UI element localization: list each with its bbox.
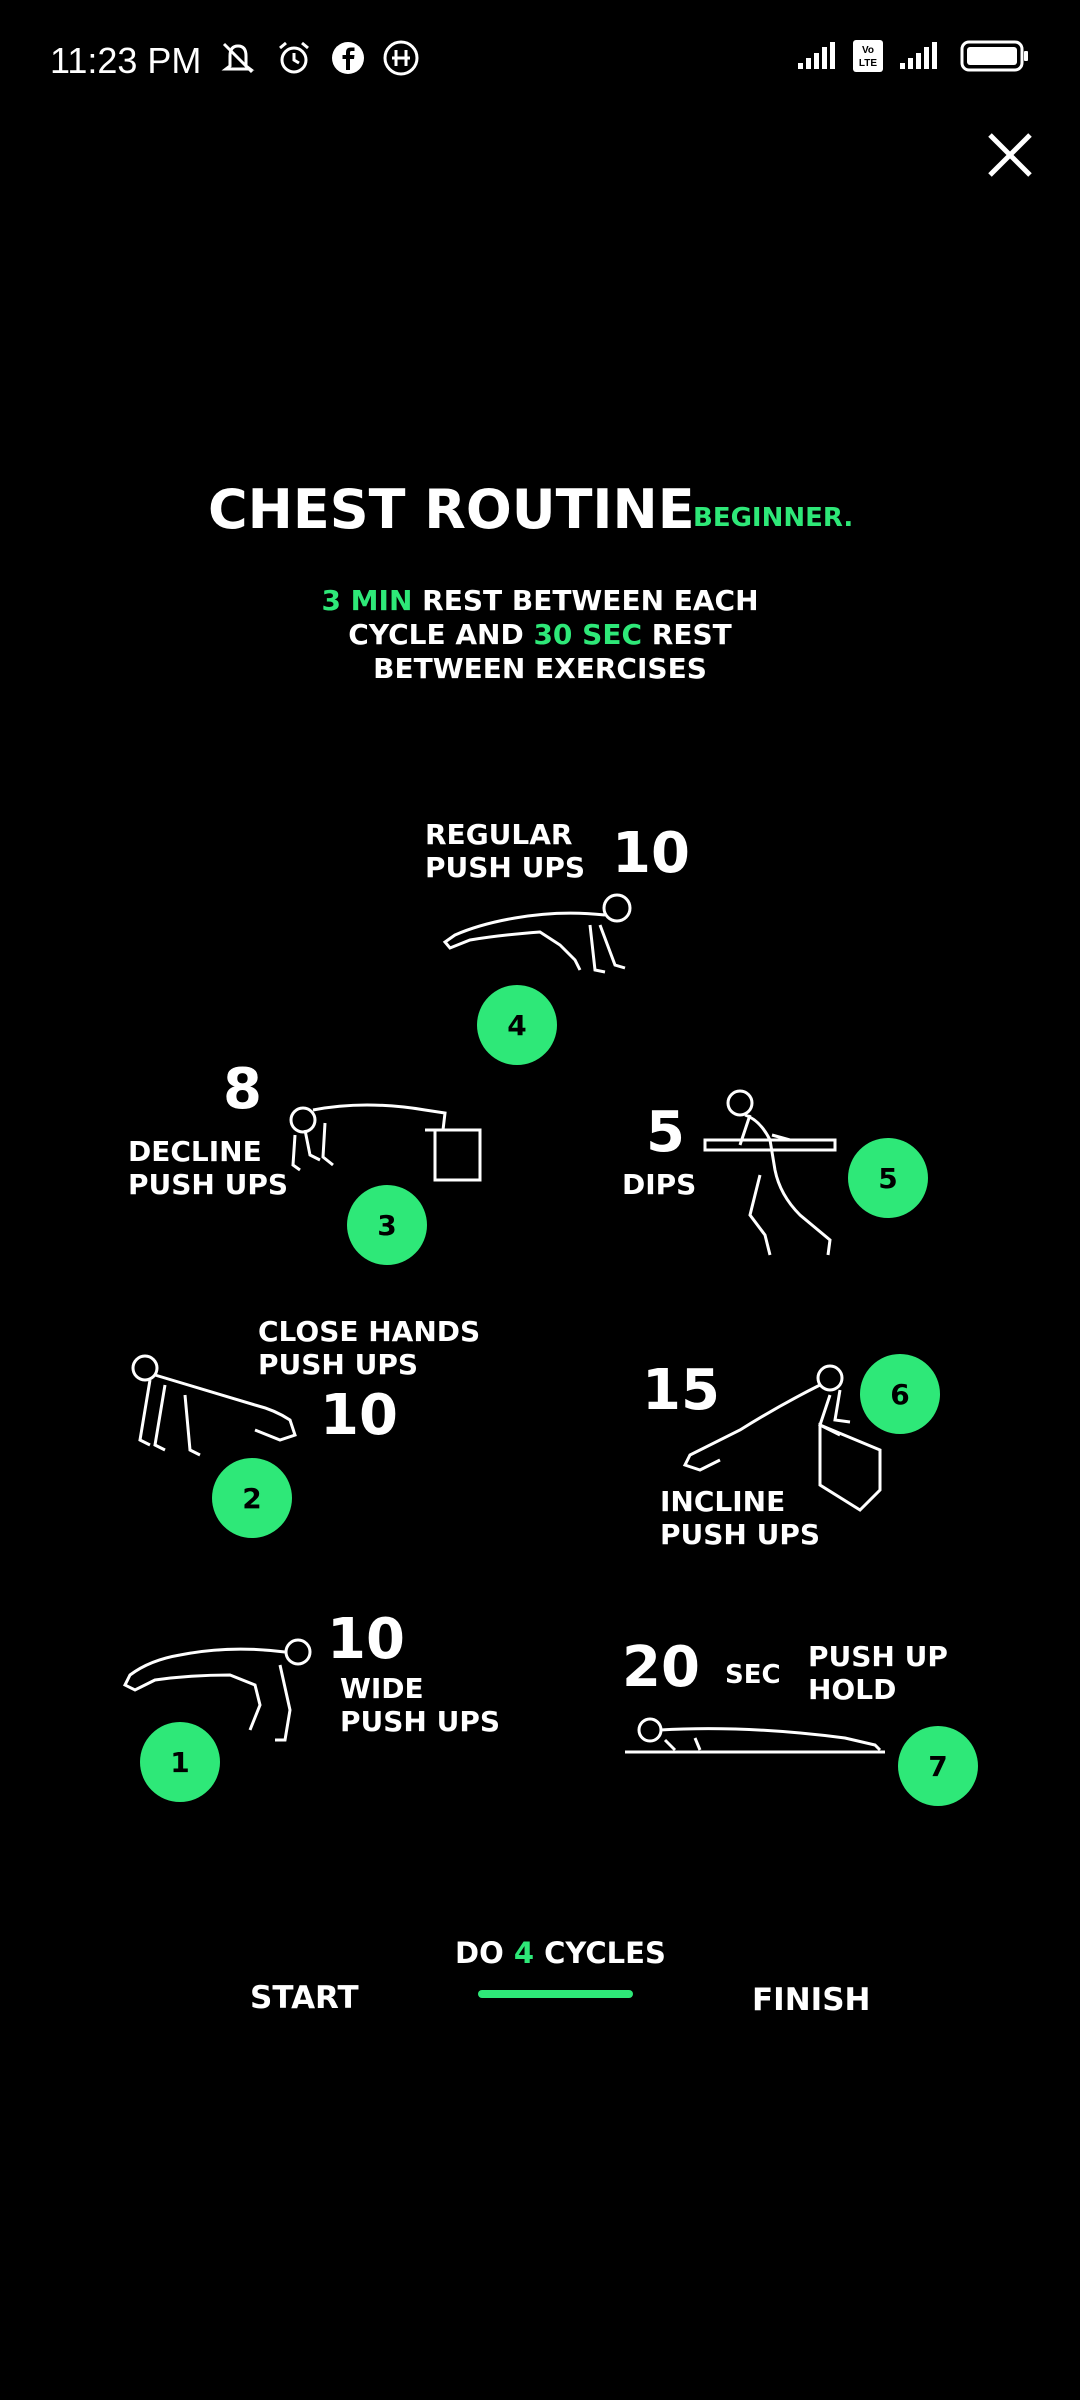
step-badge-6: 6 bbox=[860, 1354, 940, 1434]
progress-bar bbox=[478, 1990, 633, 1998]
exercise-5-name: DIPS bbox=[622, 1168, 697, 1201]
volte-icon: Vo LTE bbox=[853, 40, 883, 72]
facebook-icon bbox=[332, 42, 364, 74]
difficulty-label: BEGINNER. bbox=[693, 503, 854, 533]
rest-line3: BETWEEN EXERCISES bbox=[373, 652, 707, 685]
rest-sec-value: 30 SEC bbox=[533, 618, 643, 651]
exercise-3-name: DECLINE PUSH UPS bbox=[128, 1135, 289, 1201]
pushup-hold-figure bbox=[625, 1717, 885, 1754]
rest-line2-end: REST bbox=[651, 618, 732, 651]
routine-title: CHEST ROUTINE bbox=[208, 478, 695, 541]
exercise-7-unit: SEC bbox=[725, 1660, 781, 1690]
rest-line2-start: CYCLE AND bbox=[348, 618, 524, 651]
start-label: START bbox=[250, 1980, 359, 2016]
dips-figure bbox=[703, 1089, 837, 1256]
exercise-4-reps: 10 bbox=[612, 821, 690, 886]
exercise-6-reps: 15 bbox=[642, 1358, 720, 1423]
step-badge-3: 3 bbox=[347, 1185, 427, 1265]
finish-label: FINISH bbox=[752, 1982, 871, 2018]
incline-pushup-figure bbox=[682, 1364, 882, 1512]
battery-icon bbox=[960, 40, 1028, 72]
alarm-icon bbox=[279, 41, 309, 74]
hike-icon bbox=[383, 40, 419, 76]
svg-text:LTE: LTE bbox=[859, 58, 877, 69]
close-hands-pushup-figure bbox=[131, 1354, 297, 1457]
exercise-1-reps: 10 bbox=[327, 1607, 405, 1672]
exercise-7-name: PUSH UP HOLD bbox=[808, 1640, 948, 1706]
exercise-4-name: REGULAR PUSH UPS bbox=[425, 818, 586, 884]
decline-pushup-figure bbox=[289, 1103, 482, 1182]
exercise-3-reps: 8 bbox=[223, 1057, 262, 1122]
cycles-count: 4 bbox=[513, 1936, 535, 1970]
exercise-2-name: CLOSE HANDS PUSH UPS bbox=[258, 1315, 481, 1381]
step-badge-1: 1 bbox=[140, 1722, 220, 1802]
exercise-5-reps: 5 bbox=[646, 1100, 685, 1165]
exercise-1-name: WIDE PUSH UPS bbox=[340, 1672, 501, 1738]
status-icons-right: Vo LTE bbox=[796, 38, 1030, 74]
exercise-6-name: INCLINE PUSH UPS bbox=[660, 1485, 821, 1551]
close-icon[interactable] bbox=[980, 125, 1040, 185]
svg-text:Vo: Vo bbox=[862, 45, 874, 56]
status-time: 11:23 PM bbox=[50, 40, 202, 81]
exercise-2-reps: 10 bbox=[320, 1383, 398, 1448]
rest-min-value: 3 MIN bbox=[321, 584, 413, 617]
regular-pushup-figure bbox=[442, 893, 632, 974]
rest-instructions: 3 MIN REST BETWEEN EACH CYCLE AND 30 SEC… bbox=[240, 584, 840, 686]
exercise-7-reps: 20 bbox=[622, 1635, 700, 1700]
step-badge-7: 7 bbox=[898, 1726, 978, 1806]
step-badge-5: 5 bbox=[848, 1138, 928, 1218]
mute-icon bbox=[221, 42, 255, 74]
rest-line1: REST BETWEEN EACH bbox=[422, 584, 759, 617]
step-badge-2: 2 bbox=[212, 1458, 292, 1538]
signal-icon bbox=[798, 42, 835, 69]
status-icons-left bbox=[218, 38, 420, 78]
wide-pushup-figure bbox=[122, 1638, 312, 1742]
step-badge-4: 4 bbox=[477, 985, 557, 1065]
signal-icon-2 bbox=[900, 42, 937, 69]
cycles-text: DO 4 CYCLES bbox=[455, 1936, 666, 1970]
